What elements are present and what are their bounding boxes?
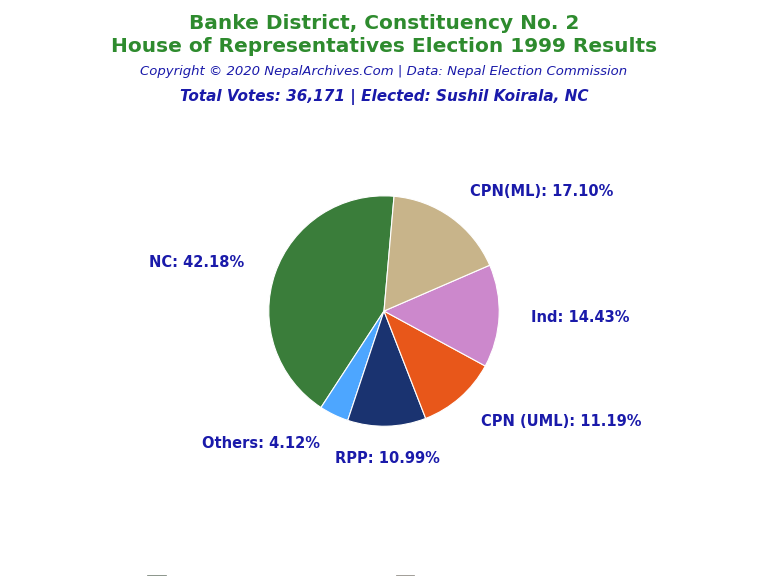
Text: CPN (UML): 11.19%: CPN (UML): 11.19%: [482, 414, 642, 429]
Legend: Rijwan Ahammad Sah (6,185), Badri Prasad Koirala (4,048), Others (1,489): Rijwan Ahammad Sah (6,185), Badri Prasad…: [391, 569, 626, 576]
Wedge shape: [321, 311, 384, 420]
Text: House of Representatives Election 1999 Results: House of Representatives Election 1999 R…: [111, 37, 657, 56]
Text: Others: 4.12%: Others: 4.12%: [202, 437, 320, 452]
Text: NC: 42.18%: NC: 42.18%: [150, 255, 245, 270]
Wedge shape: [384, 311, 485, 418]
Text: Copyright © 2020 NepalArchives.Com | Data: Nepal Election Commission: Copyright © 2020 NepalArchives.Com | Dat…: [141, 65, 627, 78]
Text: Banke District, Constituency No. 2: Banke District, Constituency No. 2: [189, 14, 579, 33]
Wedge shape: [384, 196, 490, 311]
Text: Total Votes: 36,171 | Elected: Sushil Koirala, NC: Total Votes: 36,171 | Elected: Sushil Ko…: [180, 89, 588, 105]
Text: CPN(ML): 17.10%: CPN(ML): 17.10%: [470, 184, 614, 199]
Text: Ind: 14.43%: Ind: 14.43%: [531, 310, 630, 325]
Text: RPP: 10.99%: RPP: 10.99%: [336, 451, 440, 466]
Wedge shape: [348, 311, 425, 426]
Wedge shape: [384, 265, 499, 366]
Wedge shape: [269, 196, 394, 407]
